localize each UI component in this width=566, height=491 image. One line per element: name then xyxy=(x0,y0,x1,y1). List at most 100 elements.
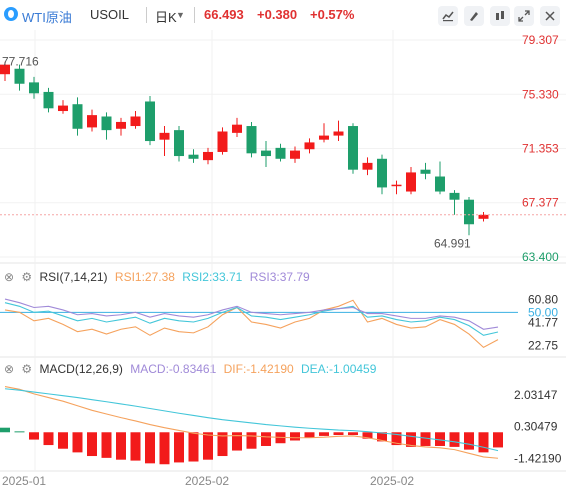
candle-body xyxy=(478,214,489,219)
candle-body xyxy=(435,176,445,192)
macd-histogram-bar xyxy=(478,432,489,453)
candle-body xyxy=(362,162,373,170)
chevron-down-icon[interactable]: ▼ xyxy=(176,10,185,20)
macd-histogram-bar xyxy=(58,432,68,449)
close-icon[interactable] xyxy=(540,6,560,26)
last-price: 66.493 xyxy=(204,7,244,22)
candle-body xyxy=(0,64,10,75)
collapse-icon[interactable]: ⊗ xyxy=(4,362,15,376)
candle-body xyxy=(29,82,39,94)
macd-histogram-bar xyxy=(464,432,474,450)
candle-body xyxy=(72,104,83,129)
macd-histogram-bar xyxy=(348,432,358,436)
rsi3-value: RSI3:37.79 xyxy=(249,270,310,284)
rsi-series-line xyxy=(4,299,499,349)
candle-body xyxy=(101,116,112,131)
rsi-legend: ⊗ ⚙ RSI(7,14,21) RSI1:27.38 RSI2:33.71 R… xyxy=(4,270,314,284)
macd-histogram-bar xyxy=(217,432,228,457)
price-axis-tick: 63.400 xyxy=(522,250,559,264)
settings-icon[interactable]: ⚙ xyxy=(21,270,33,284)
candle-body xyxy=(116,121,126,129)
candle-body xyxy=(174,130,184,157)
candle-body xyxy=(58,105,68,112)
macd-histogram-bar xyxy=(420,432,431,446)
candle-body xyxy=(464,199,474,225)
macd-axis-tick: -1.42190 xyxy=(514,451,562,465)
price-change-pct: +0.57% xyxy=(310,7,355,22)
macd-value: MACD:-0.83461 xyxy=(130,362,217,376)
price-change: +0.380 xyxy=(257,7,298,22)
macd-histogram-bar xyxy=(0,427,10,433)
candle-body xyxy=(217,131,228,152)
instrument-name[interactable]: WTI原油 xyxy=(22,10,72,25)
macd-series-line xyxy=(4,388,499,452)
candle-body xyxy=(14,68,25,84)
candle-body xyxy=(348,126,358,170)
macd-axis-tick: 0.30479 xyxy=(514,420,558,434)
fullscreen-icon[interactable] xyxy=(514,6,534,26)
compare-icon[interactable] xyxy=(490,6,510,26)
period-selector[interactable]: 日K xyxy=(155,10,177,25)
macd-series-line xyxy=(4,386,499,459)
macd-histogram-bar xyxy=(145,432,155,464)
macd-histogram-bar xyxy=(406,432,416,447)
rsi2-value: RSI2:33.71 xyxy=(182,270,243,284)
candle-body xyxy=(449,192,460,200)
macd-histogram-bar xyxy=(290,432,300,441)
macd-histogram-bar xyxy=(493,432,503,448)
rsi-series-line xyxy=(4,302,499,336)
macd-histogram-bar xyxy=(14,431,25,433)
collapse-icon[interactable]: ⊗ xyxy=(4,270,15,284)
date-axis-label: 2025-02 xyxy=(370,474,414,488)
macd-title[interactable]: MACD(12,26,9) xyxy=(39,362,123,376)
candle-body xyxy=(87,115,97,128)
candle-body xyxy=(333,131,344,136)
macd-histogram-bar xyxy=(391,432,402,446)
candle-body xyxy=(420,169,431,174)
price-axis-tick: 71.353 xyxy=(522,142,559,156)
date-axis-label: 2025-01 xyxy=(2,474,46,488)
chart-header: WTI原油 USOIL 日K ▼ 66.493 +0.380 +0.57% xyxy=(0,0,566,30)
macd-histogram-bar xyxy=(261,432,271,446)
macd-histogram-bar xyxy=(203,432,213,460)
macd-histogram-bar xyxy=(435,432,445,446)
candle-body xyxy=(159,132,170,140)
divider xyxy=(146,7,147,23)
candle-body xyxy=(130,116,141,127)
candle-body xyxy=(145,101,155,142)
macd-histogram-bar xyxy=(275,432,286,444)
rsi-series-line xyxy=(4,298,499,330)
low-price-label: 64.991 xyxy=(434,236,471,250)
macd-histogram-bar xyxy=(29,432,39,440)
rsi-title[interactable]: RSI(7,14,21) xyxy=(39,270,108,284)
divider xyxy=(194,7,195,23)
macd-histogram-bar xyxy=(72,432,83,453)
macd-histogram-bar xyxy=(232,432,242,451)
candle-body xyxy=(261,150,271,157)
instrument-code[interactable]: USOIL xyxy=(90,7,130,22)
price-axis-tick: 75.330 xyxy=(522,87,559,101)
candle-body xyxy=(304,142,315,150)
candle-body xyxy=(246,126,257,154)
macd-histogram-bar xyxy=(319,432,329,436)
dea-value: DEA:-1.00459 xyxy=(301,362,377,376)
macd-histogram-bar xyxy=(333,432,344,436)
settings-icon[interactable]: ⚙ xyxy=(21,362,33,376)
macd-histogram-bar xyxy=(130,432,141,461)
macd-histogram-bar xyxy=(116,432,126,460)
macd-histogram-bar xyxy=(188,432,199,462)
drawing-tools-icon[interactable] xyxy=(464,6,484,26)
candle-body xyxy=(43,91,54,109)
macd-histogram-bar xyxy=(174,432,184,463)
candle-body xyxy=(275,147,286,159)
dif-value: DIF:-1.42190 xyxy=(223,362,294,376)
candle-body xyxy=(319,135,329,140)
rsi-axis-tick: 50.00 xyxy=(528,305,558,319)
candle-body xyxy=(406,172,416,192)
indicator-settings-icon[interactable] xyxy=(438,6,458,26)
candle-body xyxy=(203,151,213,161)
macd-legend: ⊗ ⚙ MACD(12,26,9) MACD:-0.83461 DIF:-1.4… xyxy=(4,362,380,376)
macd-histogram-bar xyxy=(87,432,97,457)
macd-axis-tick: 2.03147 xyxy=(514,388,558,402)
